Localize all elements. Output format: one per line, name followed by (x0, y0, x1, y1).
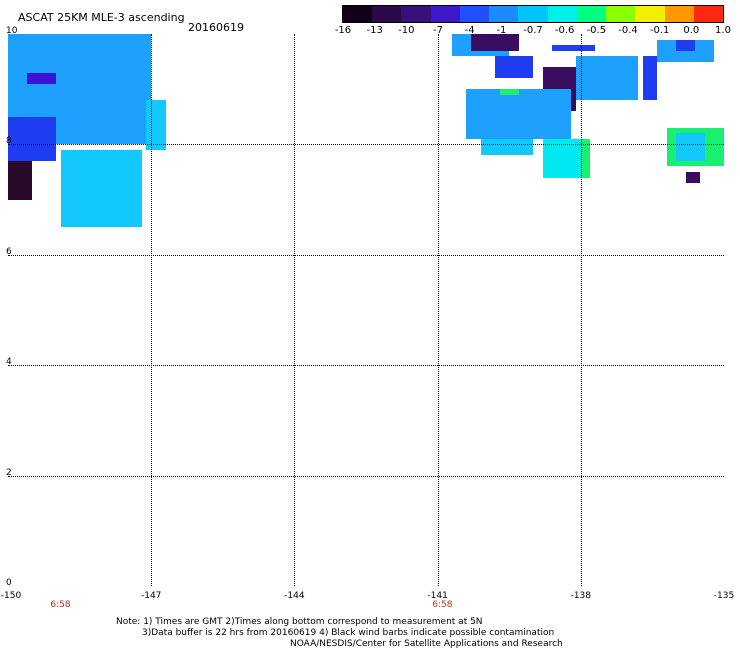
colorbar-tick-label: -0.5 (586, 25, 607, 36)
colorbar-segment (693, 6, 724, 22)
pass-time-label: 6:58 (432, 600, 453, 610)
colorbar-segment (459, 6, 490, 22)
grid-line-horizontal (8, 475, 724, 477)
grid-line-horizontal (8, 144, 724, 146)
y-tick-label: 8 (6, 136, 12, 147)
colorbar-segment (343, 6, 373, 22)
data-cell (480, 138, 534, 156)
data-cell (27, 72, 56, 84)
note-line-3: NOAA/NESDIS/Center for Satellite Applica… (290, 639, 563, 649)
data-cell (657, 39, 715, 62)
grid-line-horizontal (8, 254, 724, 256)
colorbar-tick-label: -7 (433, 25, 443, 36)
data-cell (146, 100, 166, 150)
grid-line-vertical (294, 34, 296, 586)
colorbar-segment (576, 6, 607, 22)
colorbar-segment (547, 6, 578, 22)
x-tick-label: -147 (140, 591, 162, 601)
colorbar-tick-label: 1.0 (715, 25, 731, 36)
colorbar-segment (518, 6, 549, 22)
data-cell (499, 89, 519, 95)
data-cell (580, 138, 591, 178)
colorbar-tick-label: -16 (334, 25, 352, 36)
data-cell (471, 34, 519, 51)
colorbar-segment (401, 6, 432, 22)
colorbar-tick-label: 0.0 (683, 25, 700, 36)
note-line-2: 3)Data buffer is 22 hrs from 20160619 4)… (142, 628, 555, 638)
colorbar-tick-label: -0.7 (523, 25, 543, 36)
product-title: ASCAT 25KM MLE-3 ascending (18, 11, 185, 24)
date-title: 20160619 (188, 21, 244, 34)
colorbar-tick-label: -0.4 (618, 25, 638, 36)
note-line-1: Note: 1) Times are GMT 2)Times along bot… (116, 617, 483, 627)
grid-line-vertical (437, 34, 439, 586)
colorbar-segment (372, 6, 402, 22)
data-cell (60, 149, 142, 228)
data-cell (494, 56, 534, 79)
grid-line-vertical (580, 34, 582, 586)
grid-line-vertical (151, 34, 153, 586)
data-cell (676, 39, 696, 51)
x-tick-label: -144 (284, 591, 305, 601)
data-cell (685, 172, 701, 184)
colorbar-segment (606, 6, 636, 22)
y-tick-label: 2 (6, 467, 12, 478)
map-plot (8, 34, 724, 586)
data-cell (676, 133, 705, 161)
y-tick-label: 0 (6, 578, 12, 588)
x-tick-label: -150 (0, 591, 22, 601)
y-tick-label: 6 (6, 246, 12, 257)
colorbar-tick-label: -0.1 (649, 25, 670, 36)
colorbar-tick-label: -1 (496, 25, 507, 36)
data-cell (466, 89, 572, 139)
grid-line-horizontal (8, 365, 724, 367)
colorbar-segment (635, 6, 666, 22)
colorbar-tick-label: -13 (366, 25, 383, 36)
colorbar-segment (489, 6, 519, 22)
colorbar-tick-label: -10 (398, 25, 415, 36)
y-tick-label: 10 (6, 26, 18, 36)
x-tick-label: -138 (570, 591, 592, 601)
data-cell (8, 116, 56, 161)
data-cell (642, 56, 658, 101)
y-tick-label: 4 (6, 357, 12, 368)
colorbar-tick-label: -4 (464, 25, 475, 36)
colorbar-segment (430, 6, 461, 22)
colorbar (342, 5, 724, 23)
pass-time-label: 6:58 (50, 600, 71, 610)
data-cell (552, 45, 596, 51)
x-tick-label: -141 (427, 591, 448, 601)
data-cell (576, 56, 639, 101)
x-tick-label: -135 (713, 591, 735, 601)
colorbar-segment (664, 6, 695, 22)
colorbar-tick-label: -0.6 (554, 25, 575, 36)
